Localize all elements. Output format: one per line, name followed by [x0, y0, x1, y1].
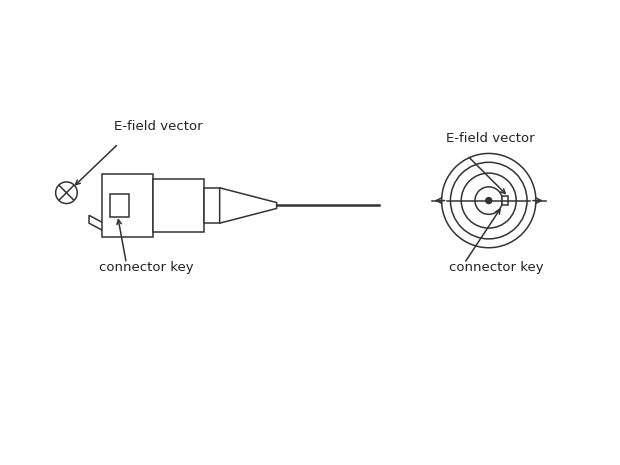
Bar [204, 188, 219, 223]
Text: E-field vector: E-field vector [113, 120, 202, 133]
Bar [153, 179, 204, 232]
Bar [502, 196, 508, 206]
Text: E-field vector: E-field vector [446, 132, 534, 145]
Polygon shape [219, 188, 277, 223]
Bar [102, 174, 153, 237]
Text: connector key: connector key [99, 261, 193, 274]
Polygon shape [89, 215, 104, 231]
Circle shape [486, 198, 492, 204]
Text: connector key: connector key [450, 261, 544, 274]
Bar [110, 194, 130, 217]
